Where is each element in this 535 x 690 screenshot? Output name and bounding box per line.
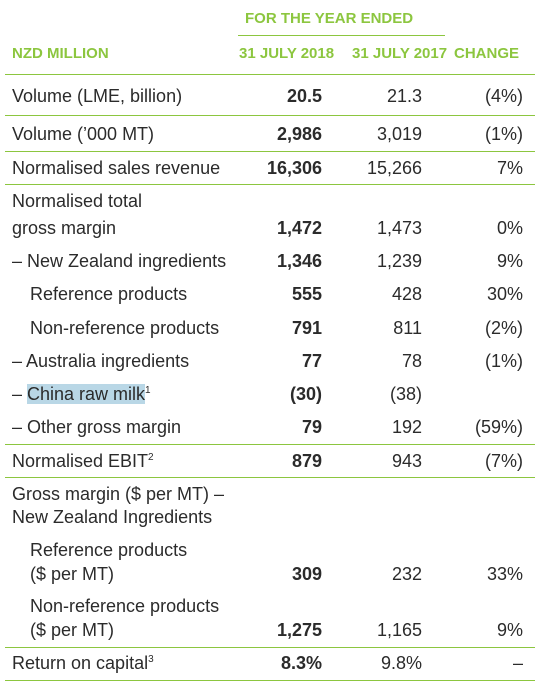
period-title: FOR THE YEAR ENDED: [245, 10, 414, 27]
value-2017: 428: [391, 284, 422, 304]
value-2018: 555: [291, 284, 322, 304]
value-2018: (30): [289, 384, 322, 404]
value-2018: 1,472: [276, 218, 322, 238]
value-2017: 9.8%: [380, 653, 422, 673]
row-label-text: Return on capital: [12, 653, 149, 673]
footnote-marker: 3: [148, 654, 154, 665]
header-rule: [5, 74, 535, 75]
unit-header: NZD MILLION: [12, 45, 109, 62]
row-label: Reference products: [30, 284, 188, 304]
value-2017: 1,239: [376, 251, 422, 271]
row-label: Return on capital3: [12, 651, 154, 675]
row-label: – China raw milk1: [12, 382, 151, 406]
value-change: (2%): [484, 318, 523, 338]
value-2017: 3,019: [376, 124, 422, 144]
row-label: Non-reference products: [30, 318, 220, 338]
col-change-header: CHANGE: [454, 45, 520, 62]
footnote-marker: 1: [145, 385, 151, 396]
row-divider: [5, 647, 535, 648]
value-2017: 78: [401, 351, 422, 371]
value-change: 9%: [496, 251, 523, 271]
row-label-line2: ($ per MT): [30, 564, 115, 584]
value-change: 9%: [496, 620, 523, 640]
row-label: – Other gross margin: [12, 417, 182, 437]
row-label: – Australia ingredients: [12, 351, 190, 371]
row-label: Normalised EBIT2: [12, 449, 154, 473]
row-label: Normalised sales revenue: [12, 158, 221, 178]
selected-text-highlight[interactable]: China raw milk: [27, 384, 146, 404]
row-label: – New Zealand ingredients: [12, 251, 227, 271]
row-label-line1: Normalised total: [12, 191, 143, 211]
value-2018: 879: [291, 451, 322, 471]
value-2018: 309: [291, 564, 322, 584]
row-label-prefix: –: [12, 384, 28, 404]
value-2018: 2,986: [276, 124, 322, 144]
value-2018: 79: [301, 417, 322, 437]
value-2017: 943: [391, 451, 422, 471]
row-divider: [5, 151, 535, 152]
value-2017: 1,165: [376, 620, 422, 640]
row-label-text: Normalised EBIT: [12, 451, 149, 471]
value-change: (1%): [484, 124, 523, 144]
value-2018: 20.5: [286, 86, 322, 106]
value-2017: 1,473: [376, 218, 422, 238]
value-2017: 21.3: [386, 86, 422, 106]
value-change: 30%: [486, 284, 523, 304]
value-change: (4%): [484, 86, 523, 106]
value-change: –: [512, 653, 523, 673]
value-change: 0%: [496, 218, 523, 238]
value-2018: 77: [301, 351, 322, 371]
value-2018: 1,275: [276, 620, 322, 640]
value-change: (7%): [484, 451, 523, 471]
value-change: (1%): [484, 351, 523, 371]
row-label-line1: Reference products: [30, 540, 188, 560]
header-rule-top: [238, 35, 445, 36]
value-change: 33%: [486, 564, 523, 584]
row-divider: [5, 444, 535, 445]
value-2017: 811: [393, 318, 422, 338]
value-change: (59%): [474, 417, 523, 437]
row-divider: [5, 184, 535, 185]
row-label-line1: Gross margin ($ per MT) –: [12, 484, 225, 504]
row-divider-bottom: [5, 680, 535, 681]
value-2018: 8.3%: [280, 653, 322, 673]
col-2018-header: 31 JULY 2018: [239, 45, 335, 62]
value-2017: (38): [389, 384, 422, 404]
row-label: Volume (’000 MT): [12, 124, 155, 144]
value-2018: 1,346: [276, 251, 322, 271]
row-label-line2: New Zealand Ingredients: [12, 507, 213, 527]
col-2017-header: 31 JULY 2017: [352, 45, 448, 62]
value-2018: 791: [291, 318, 322, 338]
row-divider: [5, 477, 535, 478]
value-2017: 232: [391, 564, 422, 584]
value-2018: 16,306: [266, 158, 322, 178]
row-label-line2: gross margin: [12, 218, 117, 238]
value-change: 7%: [496, 158, 523, 178]
row-divider: [5, 115, 535, 116]
value-2017: 192: [391, 417, 422, 437]
row-label-line2: ($ per MT): [30, 620, 115, 640]
row-label: Volume (LME, billion): [12, 86, 183, 106]
value-2017: 15,266: [366, 158, 422, 178]
footnote-marker: 2: [148, 452, 154, 463]
row-label-line1: Non-reference products: [30, 596, 220, 616]
